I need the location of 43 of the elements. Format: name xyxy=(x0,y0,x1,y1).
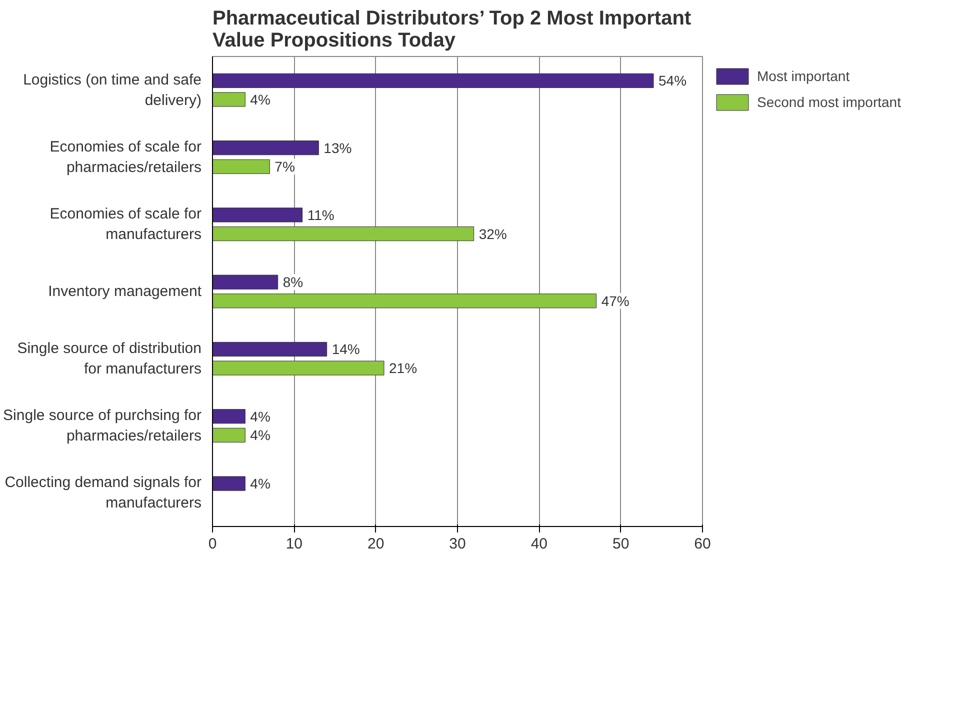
bar xyxy=(212,92,246,107)
bar xyxy=(212,476,246,491)
x-tick-label: 60 xyxy=(694,536,711,552)
data-label: 32% xyxy=(478,226,507,242)
data-label: 8% xyxy=(282,274,304,290)
data-label: 4% xyxy=(250,476,270,492)
data-label: 21% xyxy=(389,360,418,376)
data-label: 7% xyxy=(274,158,295,175)
x-tick-label: 20 xyxy=(367,536,384,552)
y-tick-label: Inventory management xyxy=(48,283,202,300)
bar xyxy=(212,159,270,174)
x-tick-label: 30 xyxy=(449,536,466,552)
data-label: 47% xyxy=(601,292,630,309)
y-tick-label: Single source of purchsing for pharmacies/retailers xyxy=(3,407,202,444)
y-tick-label: Economies of scale for manufacturers xyxy=(50,206,202,244)
x-tick-label: 40 xyxy=(530,536,548,552)
chart-title: Pharmaceutical Distributors’ Top 2 Most Important Value Propositions Today xyxy=(212,8,692,52)
bar xyxy=(212,208,303,222)
legend-label: Second most important xyxy=(757,94,901,110)
x-tick-label: 50 xyxy=(612,536,630,552)
y-tick-label: Collecting demand signals for manufacturers xyxy=(4,474,202,512)
data-label: 4% xyxy=(250,91,270,108)
bar xyxy=(212,342,328,357)
data-label: 54% xyxy=(658,72,687,89)
y-tick-label: Economies of scale for pharmacies/retailers xyxy=(50,138,202,176)
bar xyxy=(212,428,246,442)
x-tick-label: 0 xyxy=(208,536,217,552)
y-tick-label: Single source of distribution for manufacturers xyxy=(17,340,202,378)
y-tick-label: Logistics (on time and safe delivery) xyxy=(23,71,202,109)
bar xyxy=(212,360,384,376)
bar xyxy=(212,140,319,156)
bar xyxy=(212,274,278,290)
bar xyxy=(212,294,597,308)
bar xyxy=(212,226,474,242)
data-label: 4% xyxy=(250,408,270,424)
legend-label: Most important xyxy=(757,68,850,84)
bar xyxy=(212,409,246,424)
x-tick-label: 10 xyxy=(286,536,303,552)
data-label: 14% xyxy=(332,341,360,358)
data-label: 4% xyxy=(250,427,270,444)
data-label: 13% xyxy=(324,140,352,156)
bar xyxy=(212,73,654,88)
data-label: 11% xyxy=(307,206,334,223)
